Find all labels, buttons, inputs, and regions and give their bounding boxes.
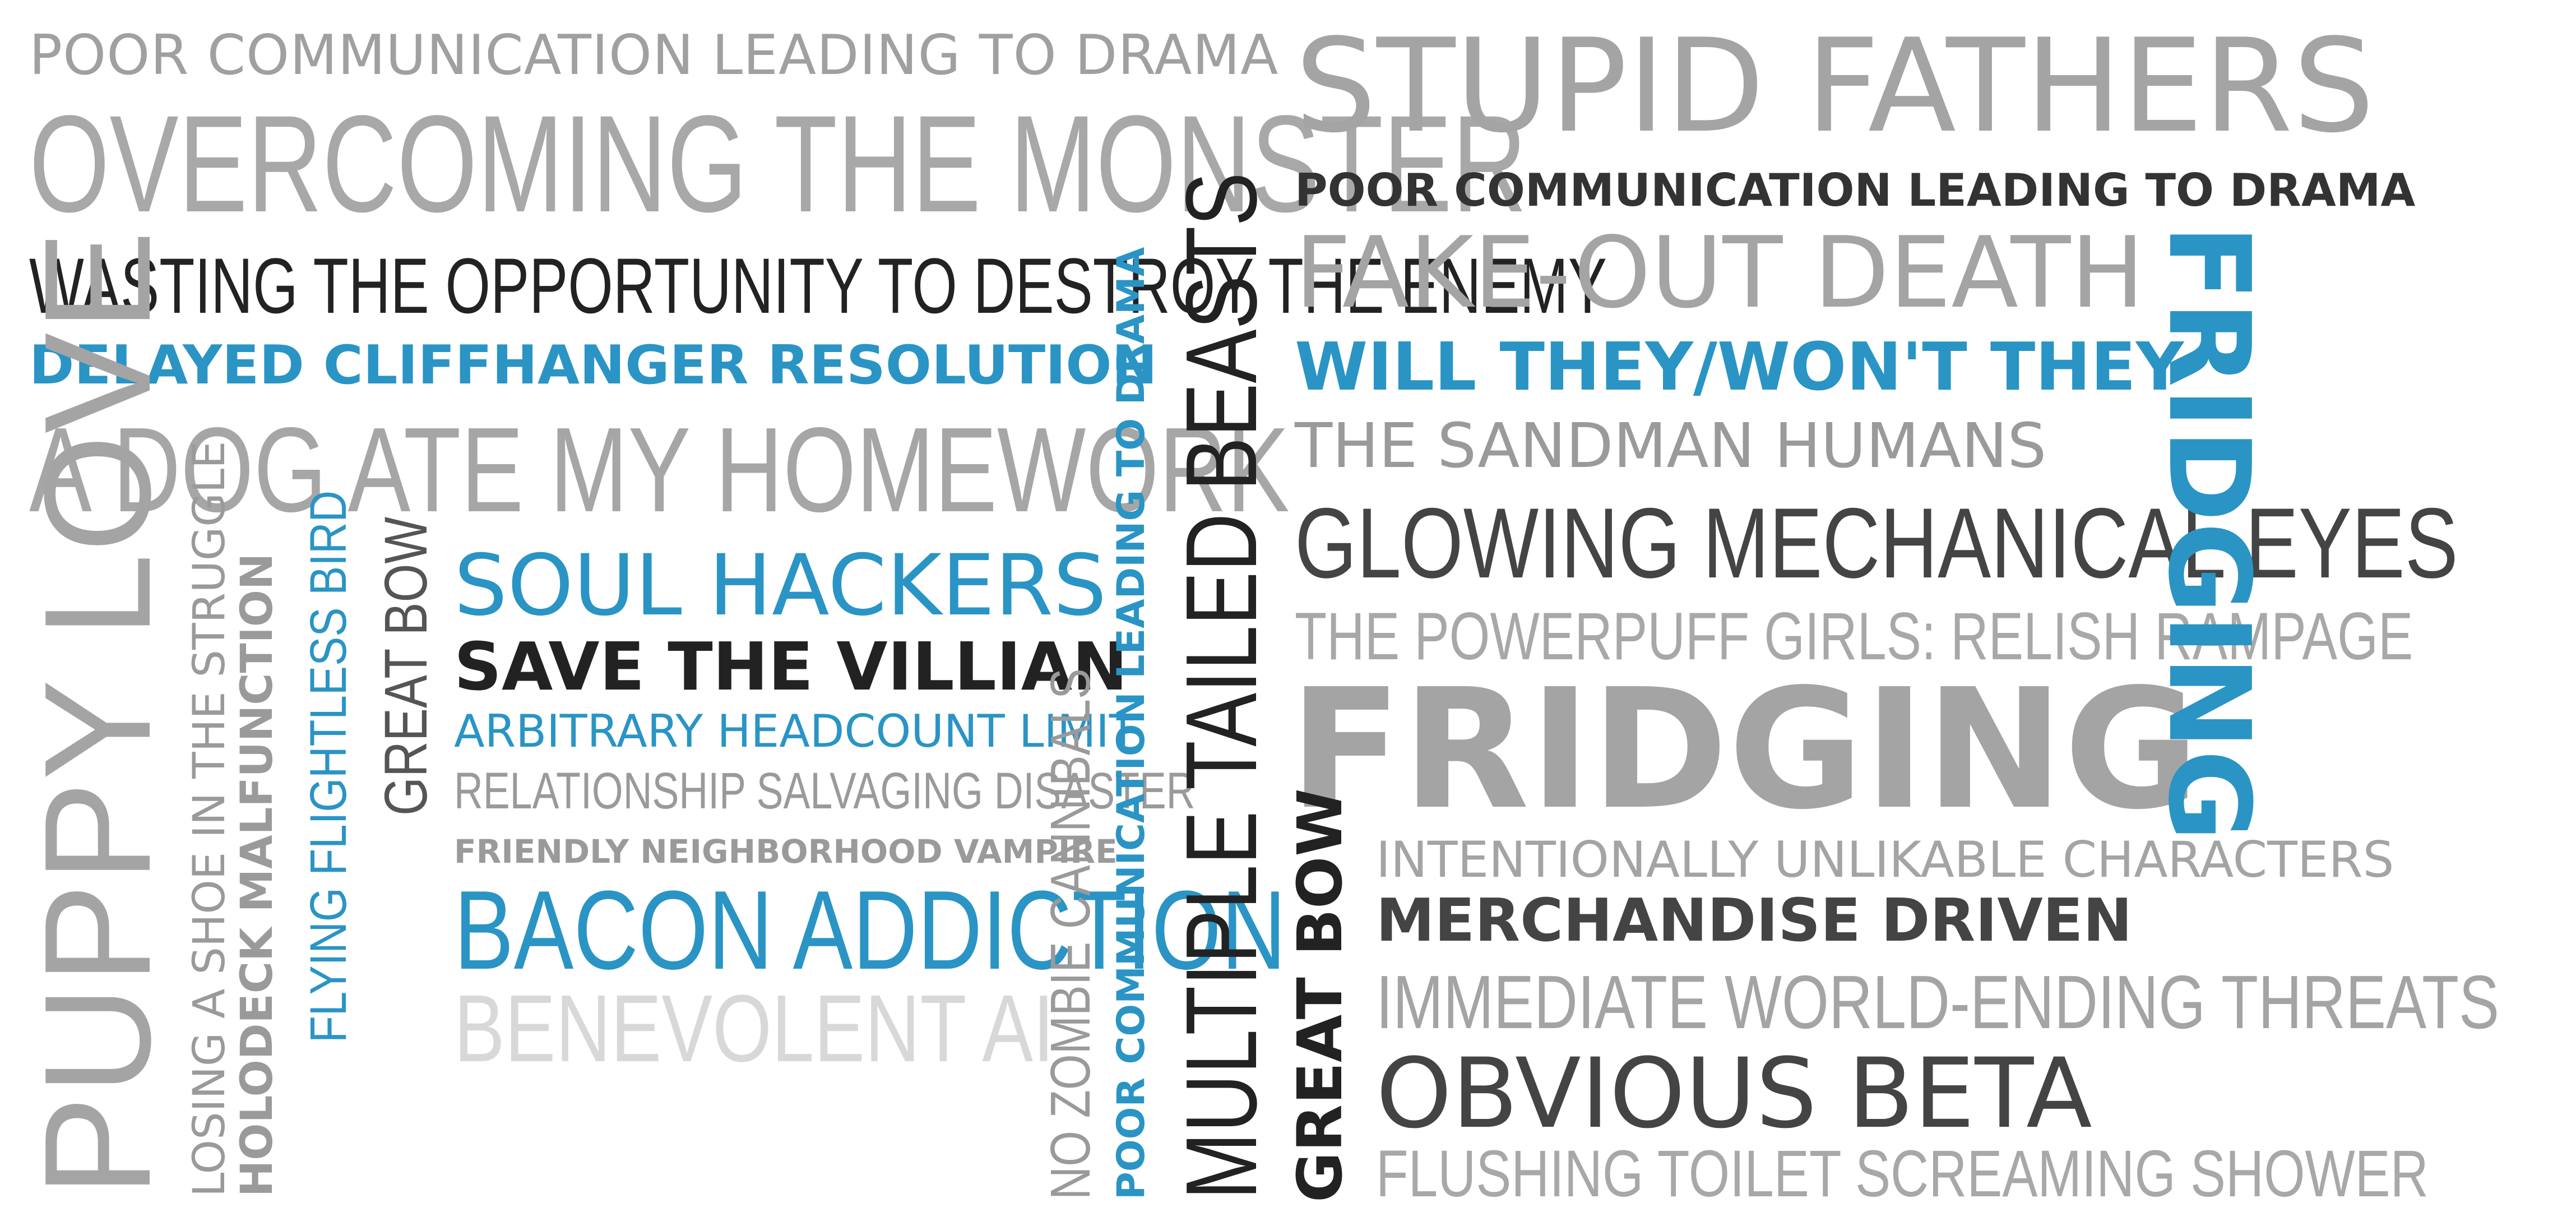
word-29: GREAT BOW: [1284, 788, 1356, 1202]
word-33: OBVIOUS BETA: [1376, 1037, 2092, 1150]
word-17: NO ZOMBIE CANNIBALS: [1039, 668, 1102, 1200]
word-24: THE SANDMAN HUMANS: [1295, 410, 2047, 482]
word-32: IMMEDIATE WORLD-ENDING THREATS: [1376, 960, 2500, 1044]
word-0: POOR COMMUNICATION LEADING TO DRAMA: [29, 24, 1279, 87]
word-31: MERCHANDISE DRIVEN: [1376, 886, 2133, 955]
word-15: BACON ADDICTION: [454, 868, 1286, 993]
word-9: GREAT BOW: [372, 516, 439, 816]
word-8: FLYING FLIGHTLESS BIRD: [300, 491, 357, 1043]
word-5: PUPPY LOVE: [13, 229, 182, 1197]
word-13: RELATIONSHIP SALVAGING DISASTER: [454, 762, 1196, 820]
word-28: FRIDGING: [2143, 224, 2274, 842]
word-11: SAVE THE VILLIAN: [454, 628, 1128, 705]
word-25: GLOWING MECHANICAL EYES: [1295, 487, 2458, 599]
word-16: BENEVOLENT AI: [454, 975, 1054, 1082]
word-2: WASTING THE OPPORTUNITY TO DESTROY THE E…: [29, 242, 1607, 330]
word-34: FLUSHING TOILET SCREAMING SHOWER: [1376, 1137, 2429, 1211]
word-20: STUPID FATHERS: [1295, 12, 2375, 161]
word-1: OVERCOMING THE MONSTER: [29, 87, 1527, 241]
word-14: FRIENDLY NEIGHBORHOOD VAMPIRE: [454, 832, 1118, 871]
word-6: LOSING A SHOE IN THE STRUGGLE: [184, 441, 235, 1197]
word-22: FAKE-OUT DEATH: [1295, 216, 2144, 330]
word-23: WILL THEY/WON'T THEY: [1295, 328, 2184, 405]
word-19: MULTIPLE TAILED BEASTS: [1165, 172, 1278, 1200]
word-18: POOR COMMUNICATION LEADING TO DRAMA: [1109, 247, 1153, 1200]
word-7: HOLODECK MALFUNCTION: [232, 553, 282, 1197]
word-27: FRIDGING: [1289, 653, 2200, 846]
word-4: A DOG ATE MY HOMEWORK: [29, 402, 1290, 537]
word-3: DELAYED CLIFFHANGER RESOLUTION: [29, 335, 1157, 396]
word-21: POOR COMMUNICATION LEADING TO DRAMA: [1295, 164, 2416, 216]
word-30: INTENTIONALLY UNLIKABLE CHARACTERS: [1376, 831, 2394, 889]
word-12: ARBITRARY HEADCOUNT LIMIT: [454, 705, 1137, 757]
word-10: SOUL HACKERS: [454, 537, 1107, 635]
word-26: THE POWERPUFF GIRLS: RELISH RAMPAGE: [1295, 599, 2413, 674]
